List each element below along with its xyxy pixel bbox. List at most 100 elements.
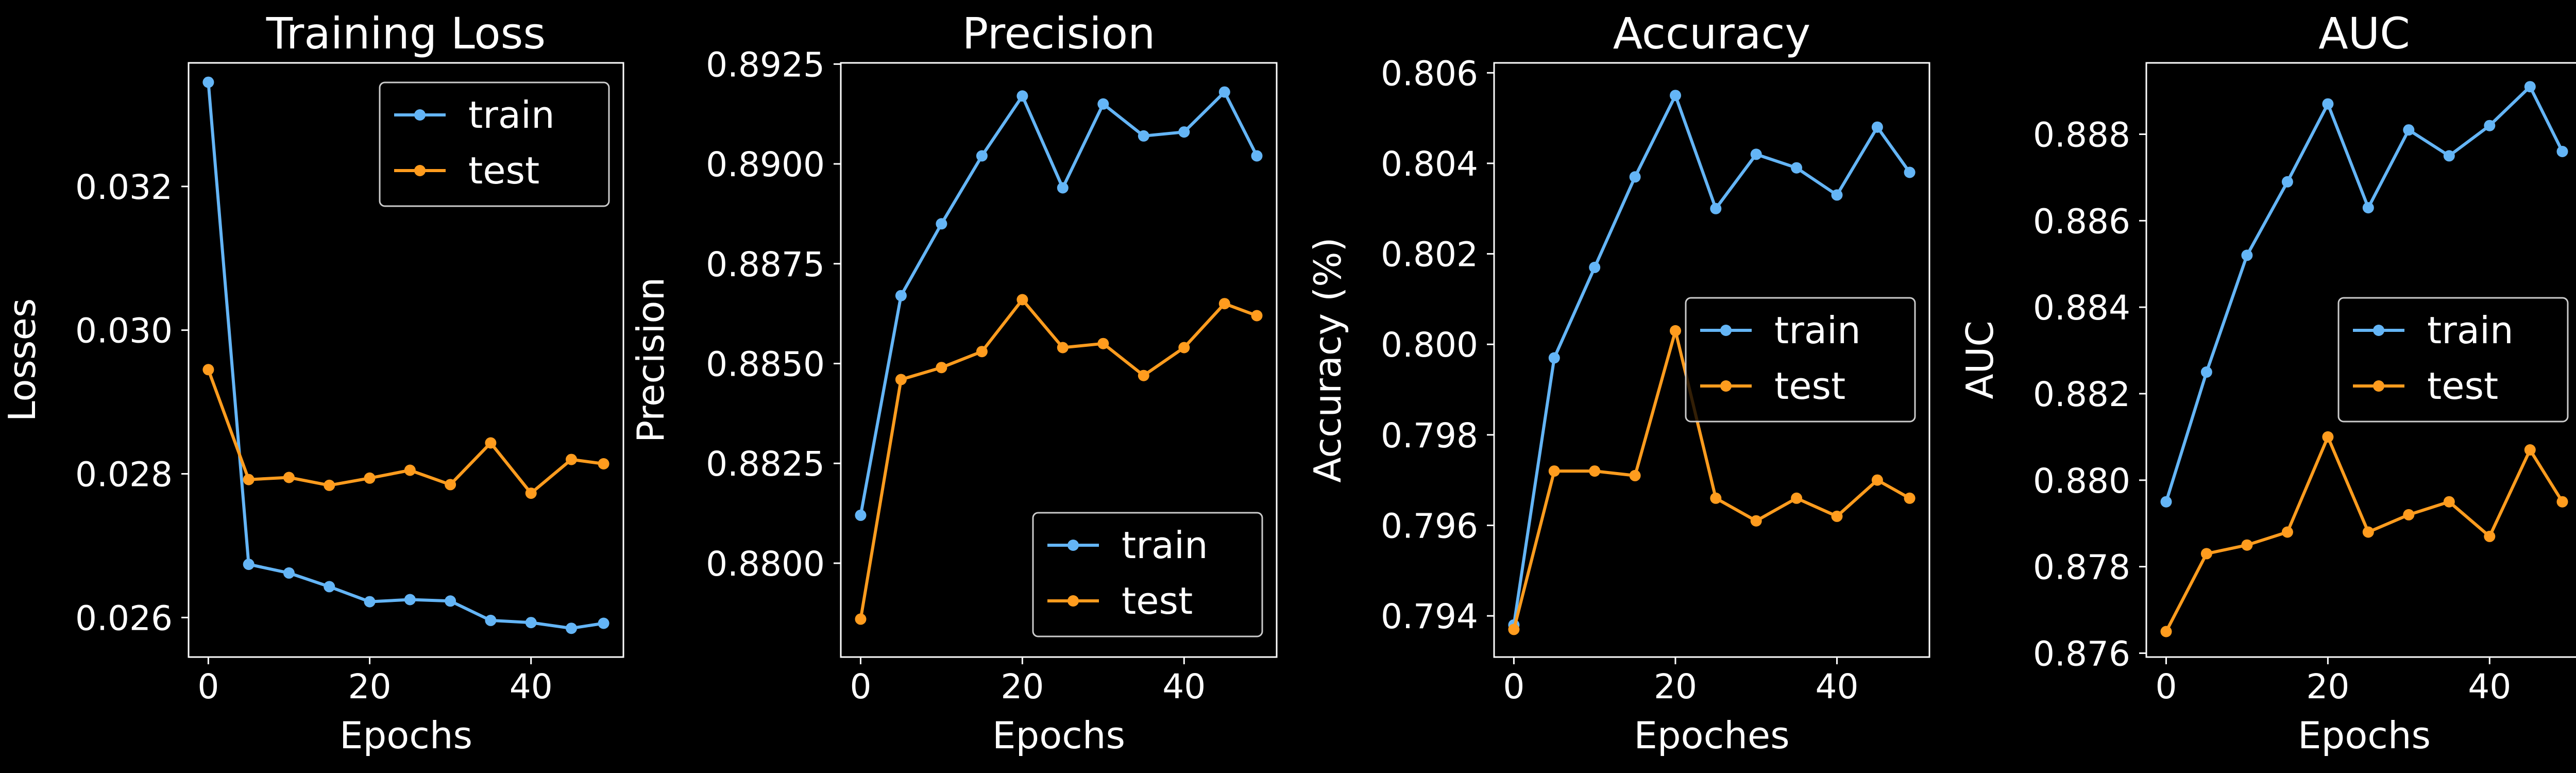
chart-panel-2: 0 20 40 0.8800 0.8825 0.8850 0.8875 0.8900 0.892… bbox=[629, 8, 1278, 757]
data-point-train bbox=[445, 595, 456, 607]
data-point-train bbox=[404, 594, 416, 606]
chart-panel-1: 0 20 40 0.026 0.028 0.030 0.032 Training Loss Ep… bbox=[1, 8, 624, 757]
legend-label-train: train bbox=[2427, 309, 2514, 352]
legend-label-test: test bbox=[468, 149, 539, 192]
data-point-test bbox=[243, 474, 255, 485]
legend-marker-test bbox=[1720, 380, 1732, 392]
data-point-train bbox=[2322, 98, 2334, 110]
data-point-train bbox=[364, 596, 376, 608]
x-tick-label: 40 bbox=[1162, 667, 1206, 707]
x-tick-label: 0 bbox=[197, 667, 219, 707]
legend: train test bbox=[2337, 297, 2569, 423]
data-point-train bbox=[283, 567, 295, 579]
y-tick-label: 0.880 bbox=[2033, 461, 2130, 501]
data-point-train bbox=[1750, 148, 1762, 160]
y-tick-label: 0.8825 bbox=[706, 444, 825, 484]
plot-frame bbox=[188, 62, 624, 658]
data-point-test bbox=[2200, 548, 2212, 560]
chart-panel-4: 0 20 40 0.876 0.878 0.880 0.882 0.884 0.886 0.888… bbox=[1958, 8, 2576, 757]
x-tick-label: 0 bbox=[850, 667, 871, 707]
data-point-train bbox=[1218, 86, 1230, 98]
x-tick-label: 40 bbox=[510, 667, 553, 707]
y-tick-label: 0.886 bbox=[2033, 201, 2130, 241]
y-tick-label: 0.8925 bbox=[706, 45, 825, 85]
y-tick-label: 0.8900 bbox=[706, 145, 825, 184]
chart-title: Training Loss bbox=[266, 8, 546, 59]
data-point-train bbox=[1629, 171, 1641, 183]
data-point-train bbox=[566, 623, 577, 634]
data-point-train bbox=[2484, 120, 2496, 131]
data-point-train bbox=[1178, 126, 1190, 138]
data-point-test bbox=[855, 613, 867, 625]
data-point-train bbox=[324, 581, 335, 593]
data-point-test bbox=[324, 479, 335, 491]
x-tick-label: 0 bbox=[2155, 667, 2177, 707]
data-point-train bbox=[1097, 98, 1109, 110]
series-line-test bbox=[207, 368, 605, 495]
data-point-train bbox=[202, 76, 214, 88]
y-tick-label: 0.030 bbox=[75, 311, 173, 351]
legend-marker-test bbox=[1067, 595, 1079, 607]
plot-frame bbox=[840, 62, 1278, 658]
data-point-test bbox=[2556, 496, 2568, 508]
legend-label-test: test bbox=[2427, 364, 2498, 408]
data-point-train bbox=[895, 290, 907, 301]
chart-title: AUC bbox=[2318, 8, 2410, 59]
x-tick-label: 0 bbox=[1503, 667, 1524, 707]
data-point-test bbox=[1138, 369, 1149, 381]
data-point-test bbox=[1218, 298, 1230, 310]
legend-marker-train bbox=[2373, 325, 2384, 336]
y-tick-label: 0.026 bbox=[75, 598, 173, 638]
y-tick-label: 0.798 bbox=[1381, 416, 1478, 456]
y-tick-label: 0.876 bbox=[2033, 634, 2130, 674]
data-point-train bbox=[2403, 124, 2415, 136]
data-point-test bbox=[1750, 515, 1762, 527]
data-point-test bbox=[2160, 626, 2172, 637]
data-point-train bbox=[525, 617, 537, 629]
data-point-train bbox=[2362, 202, 2374, 214]
data-point-train bbox=[855, 509, 867, 521]
data-point-test bbox=[1710, 492, 1722, 504]
chart-panel-3: 0 20 40 0.794 0.796 0.798 0.800 0.802 0.804 0.806… bbox=[1306, 8, 1930, 757]
data-point-train bbox=[1251, 150, 1263, 162]
legend-label-train: train bbox=[468, 93, 555, 137]
data-point-test bbox=[2403, 509, 2415, 520]
series-line-train bbox=[859, 90, 1259, 517]
y-tick-label: 0.878 bbox=[2033, 548, 2130, 587]
data-point-test bbox=[2241, 539, 2253, 551]
data-point-train bbox=[2443, 150, 2455, 162]
legend-label-train: train bbox=[1774, 309, 1861, 352]
y-tick-label: 0.802 bbox=[1381, 235, 1478, 275]
plot-frame bbox=[2145, 62, 2576, 658]
data-point-test bbox=[1589, 465, 1601, 477]
data-point-test bbox=[2322, 431, 2334, 443]
data-point-train bbox=[1589, 261, 1601, 273]
data-point-test bbox=[566, 453, 577, 465]
x-axis-label: Epoches bbox=[1634, 714, 1789, 757]
data-point-test bbox=[404, 464, 416, 476]
data-point-test bbox=[976, 346, 988, 358]
data-point-train bbox=[1831, 189, 1843, 201]
x-tick-label: 40 bbox=[2468, 667, 2511, 707]
y-tick-label: 0.882 bbox=[2033, 375, 2130, 414]
y-tick-label: 0.806 bbox=[1381, 54, 1478, 93]
data-point-test bbox=[1097, 338, 1109, 349]
y-tick-label: 0.804 bbox=[1381, 144, 1478, 184]
data-point-train bbox=[485, 614, 497, 626]
data-point-train bbox=[1710, 203, 1722, 214]
data-point-test bbox=[525, 488, 537, 499]
data-point-train bbox=[1016, 90, 1028, 102]
legend-marker-train bbox=[414, 109, 426, 121]
data-point-train bbox=[1791, 162, 1803, 174]
data-point-train bbox=[1138, 130, 1149, 142]
data-point-test bbox=[2524, 444, 2536, 456]
y-tick-label: 0.028 bbox=[75, 455, 173, 494]
y-tick-label: 0.8875 bbox=[706, 245, 825, 284]
data-point-train bbox=[1871, 121, 1883, 133]
legend-label-train: train bbox=[1122, 524, 1208, 567]
data-point-train bbox=[2281, 176, 2293, 188]
y-tick-label: 0.032 bbox=[75, 167, 173, 207]
legend-marker-train bbox=[1720, 325, 1732, 336]
chart-title: Accuracy bbox=[1613, 8, 1811, 59]
